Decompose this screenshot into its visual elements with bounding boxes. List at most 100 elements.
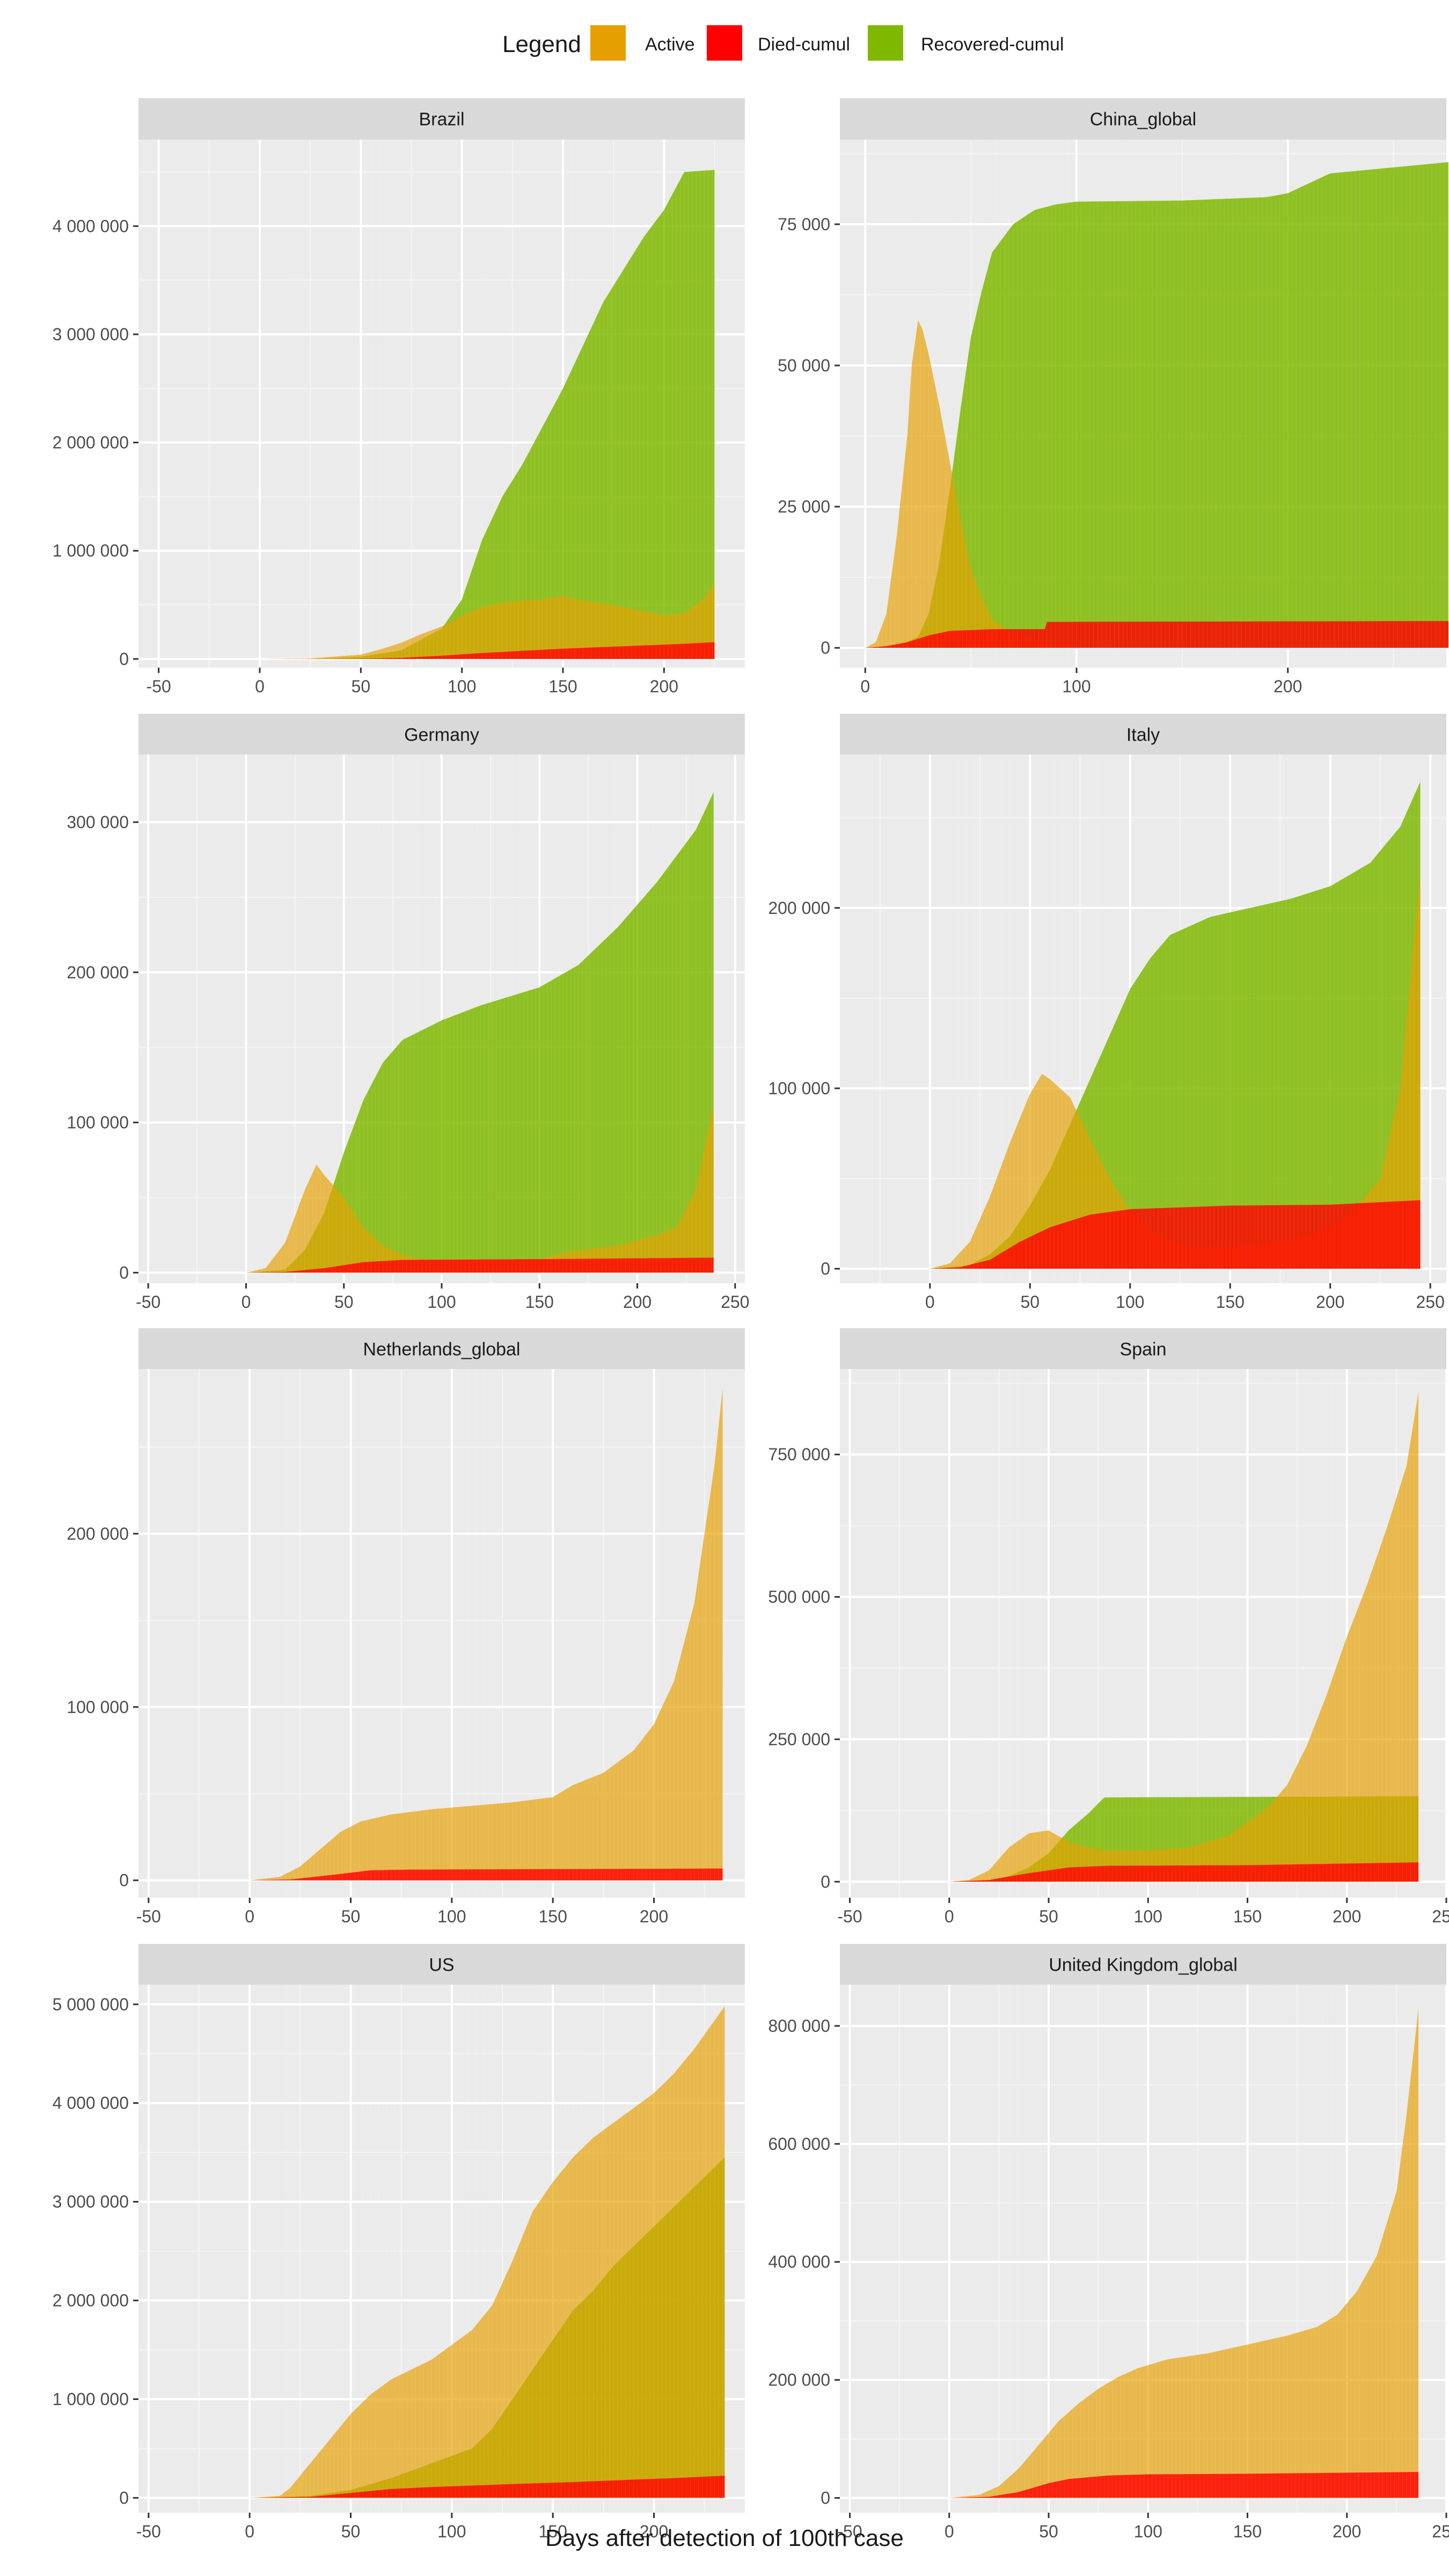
y-tick-label: 25 000 [778, 497, 830, 516]
x-tick-label: 0 [241, 1292, 251, 1312]
x-tick-label: 50 [352, 677, 371, 696]
x-tick-label: 50 [341, 2522, 361, 2541]
series-area-active [930, 872, 1421, 1269]
x-tick-label: 150 [1216, 1292, 1245, 1312]
y-tick-label: 800 000 [768, 2016, 830, 2036]
x-tick-label: 50 [334, 1292, 354, 1312]
legend: Legend Active Died-cumul Recovered-cumul [0, 21, 1449, 64]
x-tick-label: 250 [1416, 1292, 1444, 1312]
x-tick-label: 150 [525, 1292, 554, 1312]
legend-title: Legend [502, 31, 581, 57]
x-tick-label: 100 [1134, 2522, 1162, 2541]
y-tick-label: 500 000 [768, 1587, 830, 1607]
legend-key-active [590, 25, 626, 61]
panel-title: Brazil [419, 109, 464, 130]
panel-title: US [429, 1955, 454, 1975]
x-tick-label: 200 [1316, 1292, 1344, 1312]
y-tick-label: 600 000 [768, 2134, 830, 2154]
x-tick-label: 200 [623, 1292, 652, 1312]
y-tick-label: 4 000 000 [53, 2094, 129, 2113]
bar-texture [949, 1985, 1419, 2513]
series-area-active [250, 1388, 723, 1880]
y-tick-label: 75 000 [778, 215, 830, 234]
y-tick-label: 4 000 000 [53, 216, 129, 236]
panel-us: US -50 0 50 100 150 200 0 1 000 000 2 000 000 3 00… [53, 1944, 745, 2541]
y-tick-label: 3 000 000 [53, 2192, 129, 2212]
y-tick-label: 100 000 [67, 1113, 129, 1132]
x-tick-label: 0 [860, 677, 870, 696]
y-tick-label: 200 000 [67, 963, 129, 982]
panel-strip [138, 98, 745, 140]
x-tick-label: 50 [1039, 2522, 1058, 2541]
panel-title: Netherlands_global [363, 1340, 521, 1360]
legend-label-died: Died-cumul [758, 34, 850, 55]
panel-strip [840, 98, 1446, 140]
x-tick-label: -50 [136, 1907, 161, 1926]
legend-key-died [707, 25, 742, 61]
series-area-active [865, 320, 1448, 648]
x-tick-label: 200 [1333, 1907, 1361, 1926]
series-area-died-cumul [930, 1200, 1421, 1269]
panel-strip [138, 1328, 745, 1370]
x-tick-label: 250 [721, 1292, 749, 1312]
y-tick-label: 0 [821, 1259, 830, 1278]
panel-strip [840, 1328, 1446, 1370]
panel-title: Italy [1126, 725, 1160, 745]
x-tick-label: -50 [147, 677, 171, 696]
series-area-died-cumul [865, 621, 1448, 648]
legend-label-active: Active [645, 34, 695, 55]
panel-strip [840, 714, 1446, 755]
series-area-active [949, 2008, 1419, 2498]
x-axis-title: Days after detection of 100th case [545, 2525, 904, 2551]
y-tick-label: 0 [821, 2489, 830, 2508]
y-tick-label: 0 [119, 649, 129, 669]
y-tick-label: 0 [119, 1263, 129, 1282]
x-tick-label: 100 [448, 677, 476, 696]
series-area-died-cumul [250, 1868, 723, 1880]
y-tick-label: 0 [821, 1872, 830, 1891]
x-tick-label: 100 [437, 1907, 466, 1926]
y-tick-label: 1 000 000 [53, 541, 129, 560]
bar-texture [245, 755, 712, 1283]
x-tick-label: -50 [837, 1907, 862, 1926]
series-area-active [949, 1392, 1419, 1882]
x-tick-label: 50 [1020, 1292, 1040, 1312]
x-tick-label: 200 [650, 677, 678, 696]
panel-strip [138, 1944, 745, 1985]
panel-title: Germany [404, 725, 479, 745]
x-tick-label: 150 [1233, 1907, 1262, 1926]
x-tick-label: 0 [245, 2522, 254, 2541]
y-tick-label: 0 [119, 2488, 129, 2507]
panel-strip [138, 714, 745, 755]
y-tick-label: 2 000 000 [53, 2291, 129, 2310]
y-tick-label: 1 000 000 [53, 2389, 129, 2409]
series-area-recovered-cumul [930, 781, 1421, 1269]
panel-netherlands-global: Netherlands_global -50 0 50 100 150 200 0 100 00… [67, 1328, 745, 1926]
x-tick-label: 150 [538, 1907, 567, 1926]
series-area-recovered-cumul [260, 170, 715, 659]
y-tick-label: 750 000 [768, 1445, 830, 1464]
panel-title: Spain [1120, 1340, 1167, 1360]
x-tick-label: 100 [427, 1292, 456, 1312]
x-tick-label: 0 [245, 1907, 254, 1926]
series-area-died-cumul [260, 642, 715, 659]
x-tick-label: 150 [548, 677, 577, 696]
panel-china-global: China_global 0 100 200 0 25 000 50 000 75 000 [778, 98, 1449, 696]
y-tick-label: 400 000 [768, 2252, 830, 2272]
y-tick-label: 250 000 [768, 1730, 830, 1749]
legend-key-recovered [868, 25, 903, 61]
panel-title: China_global [1090, 109, 1197, 130]
x-tick-label: 100 [1116, 1292, 1144, 1312]
y-tick-label: 300 000 [67, 813, 129, 832]
x-tick-label: 250 [1432, 1907, 1449, 1926]
x-tick-label: -50 [837, 2522, 862, 2541]
y-tick-label: 200 000 [67, 1524, 129, 1543]
y-tick-label: 200 000 [768, 2370, 830, 2390]
series-area-recovered-cumul [865, 162, 1448, 648]
x-tick-label: -50 [136, 2522, 161, 2541]
x-tick-label: 50 [341, 1907, 361, 1926]
x-tick-label: 250 [1432, 2522, 1449, 2541]
x-tick-label: 200 [640, 2522, 668, 2541]
x-tick-label: -50 [136, 1292, 160, 1312]
